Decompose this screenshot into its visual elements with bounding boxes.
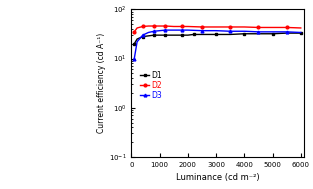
D1 bbox=[186, 34, 190, 36]
D3 bbox=[172, 29, 176, 31]
Line: D3: D3 bbox=[133, 29, 302, 60]
D3 bbox=[146, 31, 150, 34]
D2 bbox=[132, 31, 136, 33]
D1 bbox=[172, 34, 176, 36]
D2 bbox=[158, 25, 162, 27]
D3 bbox=[200, 29, 204, 32]
D1 bbox=[214, 33, 218, 36]
D3 bbox=[152, 30, 156, 32]
D2 bbox=[214, 26, 218, 28]
D1 bbox=[132, 43, 136, 45]
D2 bbox=[172, 25, 176, 28]
D1 bbox=[152, 34, 156, 36]
D3 bbox=[271, 31, 275, 33]
D3 bbox=[158, 29, 162, 32]
D3 bbox=[186, 29, 190, 31]
D1 bbox=[228, 33, 232, 36]
D2 bbox=[285, 26, 289, 29]
Legend: D1, D2, D3: D1, D2, D3 bbox=[139, 69, 164, 102]
D1 bbox=[141, 36, 145, 38]
D1 bbox=[285, 32, 289, 34]
D1 bbox=[257, 33, 260, 35]
D2 bbox=[243, 26, 246, 28]
D1 bbox=[271, 33, 275, 35]
D2 bbox=[152, 25, 156, 27]
D2 bbox=[200, 26, 204, 28]
D1 bbox=[146, 35, 150, 37]
D3 bbox=[243, 30, 246, 32]
D2 bbox=[141, 25, 145, 28]
Line: D1: D1 bbox=[133, 32, 302, 45]
D1 bbox=[192, 33, 195, 36]
D3 bbox=[228, 30, 232, 32]
D2 bbox=[186, 25, 190, 28]
D2 bbox=[163, 25, 167, 27]
D3 bbox=[163, 29, 167, 31]
D1 bbox=[243, 33, 246, 35]
D3 bbox=[285, 31, 289, 33]
D3 bbox=[257, 31, 260, 33]
D2 bbox=[271, 26, 275, 29]
D3 bbox=[180, 29, 184, 31]
D3 bbox=[141, 34, 145, 36]
Y-axis label: Current efficiency (cd A⁻¹): Current efficiency (cd A⁻¹) bbox=[97, 33, 106, 133]
D3 bbox=[299, 31, 303, 34]
D1 bbox=[163, 34, 167, 36]
D1 bbox=[299, 32, 303, 34]
D1 bbox=[135, 38, 139, 40]
D1 bbox=[200, 33, 204, 36]
X-axis label: Luminance (cd m⁻²): Luminance (cd m⁻²) bbox=[176, 173, 259, 182]
D2 bbox=[146, 25, 150, 27]
D3 bbox=[132, 57, 136, 60]
Line: D2: D2 bbox=[133, 25, 302, 33]
D2 bbox=[180, 25, 184, 28]
D2 bbox=[135, 27, 139, 29]
D1 bbox=[180, 34, 184, 36]
D2 bbox=[257, 26, 260, 29]
D3 bbox=[135, 41, 139, 43]
D3 bbox=[214, 29, 218, 32]
D1 bbox=[158, 34, 162, 36]
D2 bbox=[228, 26, 232, 28]
D2 bbox=[299, 27, 303, 29]
